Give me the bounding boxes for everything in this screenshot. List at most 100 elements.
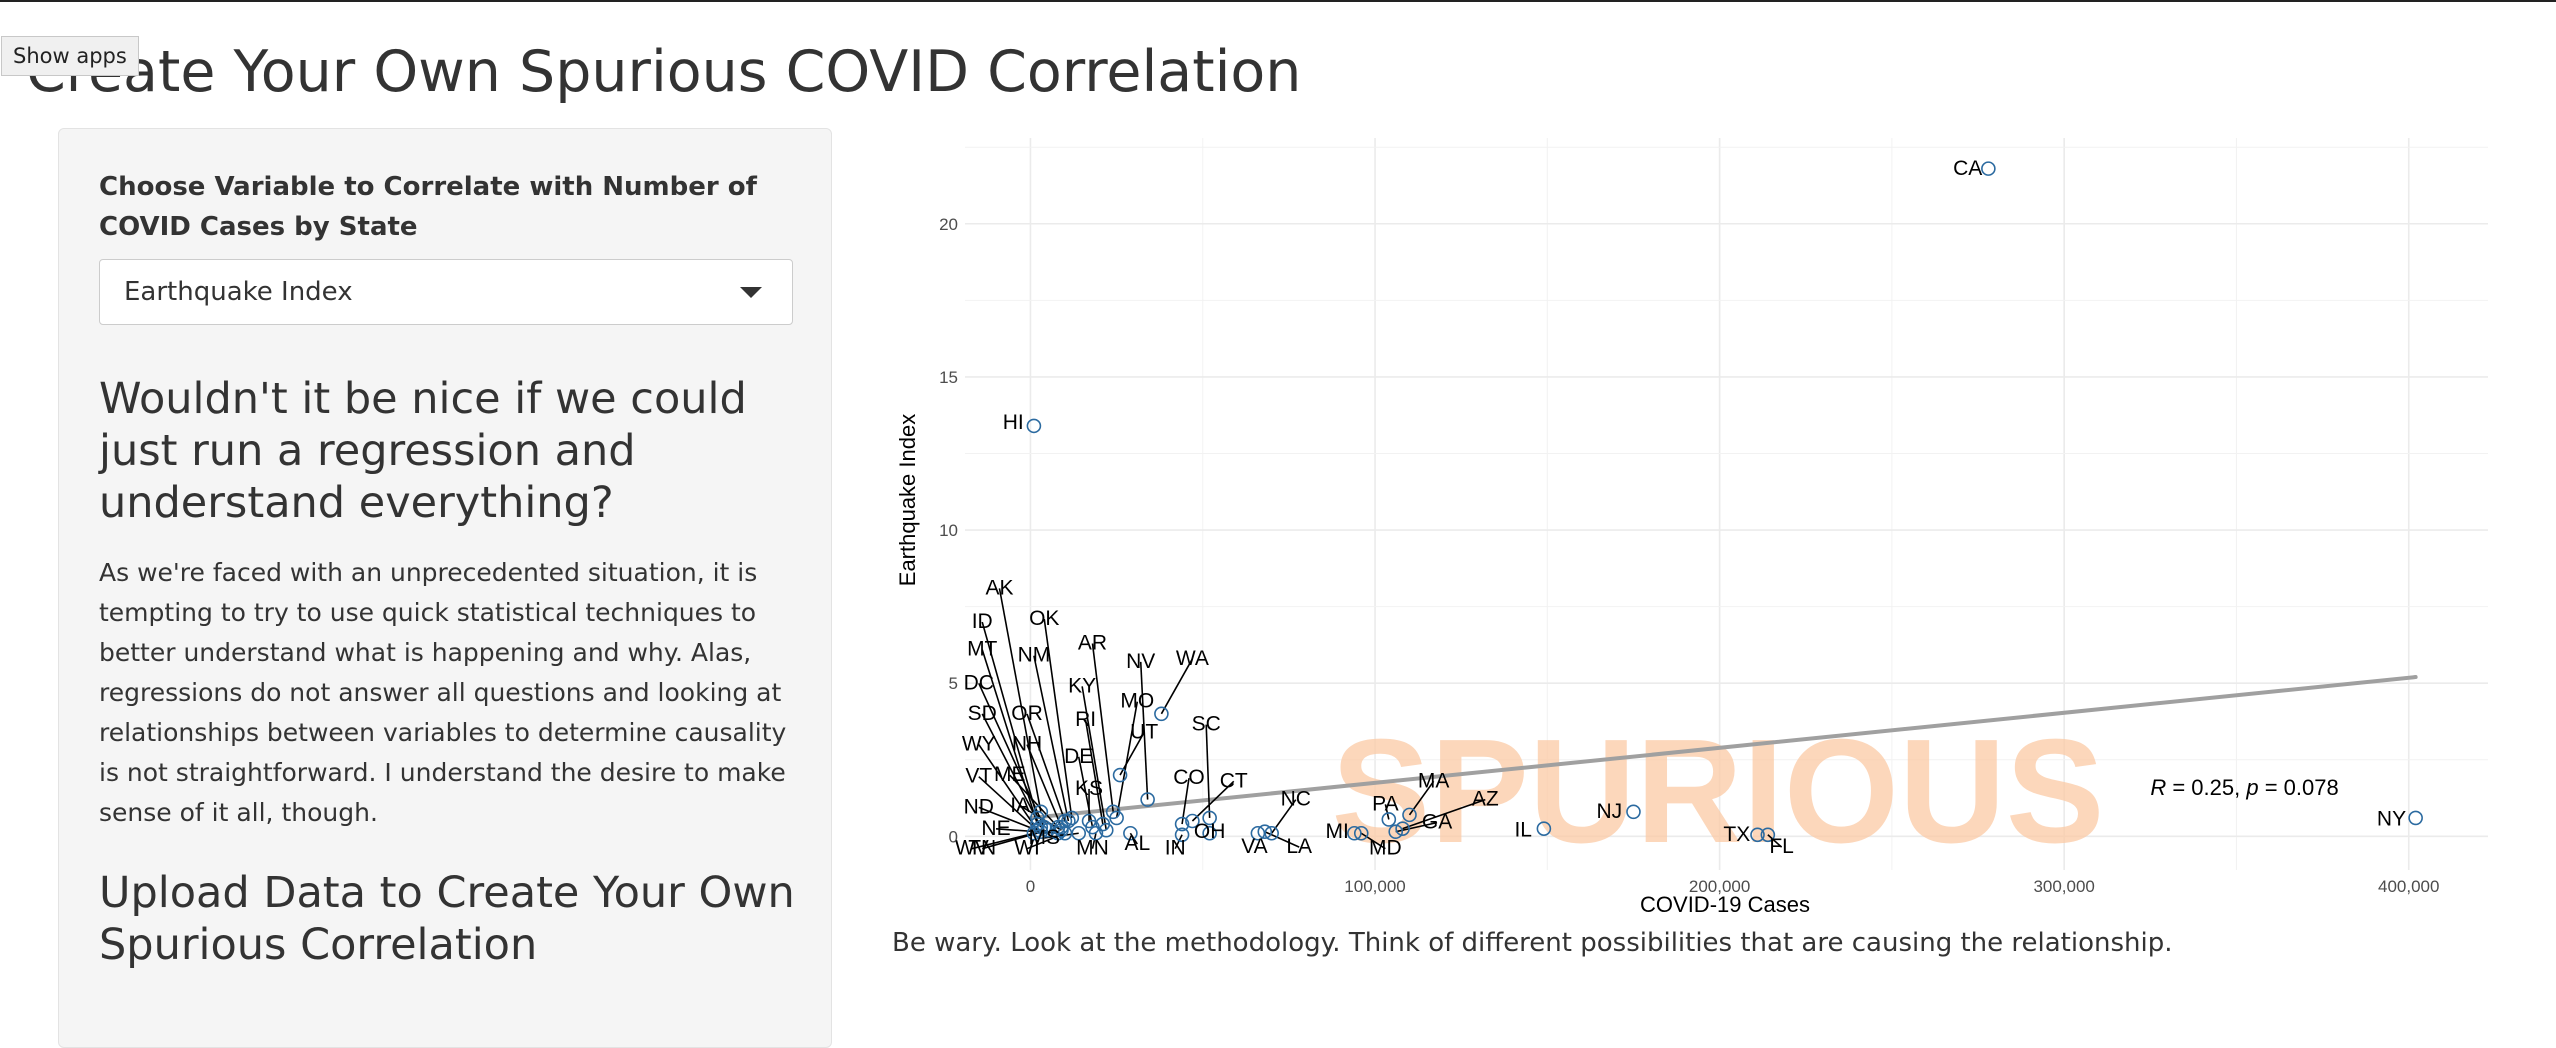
scatter-plot: SPURIOUS CA HI NY NJ IL TX FL MA PA AZ GA MD MI NC LA V… [880, 130, 2520, 930]
point-label-me: ME [994, 763, 1025, 786]
point-in [1174, 827, 1190, 843]
leader-line-ok [1043, 618, 1073, 819]
correlation-annotation: R = 0.25, p = 0.078 [2150, 775, 2338, 800]
point-mn [1088, 825, 1104, 841]
leader-line-id [981, 621, 1039, 819]
point-label-ky: KY [1068, 674, 1096, 697]
point-label-ca: CA [1953, 157, 1982, 180]
point-label-ak: AK [985, 576, 1013, 599]
leader-line-pa [1384, 804, 1390, 820]
point-label-hi: HI [1003, 411, 1024, 434]
regression-heading: Wouldn't it be nice if we could just run… [99, 374, 747, 528]
point-ut [1112, 767, 1128, 783]
point-label-wi: WI [1014, 837, 1040, 860]
leader-line-ri [1084, 719, 1104, 825]
point-label-or: OR [1011, 702, 1042, 725]
point-la [1257, 824, 1273, 840]
plot-grid [965, 138, 2488, 870]
x-tick-label: 400,000 [2378, 877, 2439, 896]
leader-line-md [1360, 832, 1386, 850]
point-label-ar: AR [1078, 631, 1107, 654]
point-label-wv: WV [955, 837, 989, 860]
leader-line-mo [1115, 701, 1139, 819]
point-az [1395, 821, 1410, 836]
variable-select[interactable]: Earthquake Index [99, 259, 793, 325]
point-ca [1981, 161, 1996, 176]
point-wa [1154, 706, 1169, 722]
point-label-nm: NM [1018, 644, 1051, 667]
point-ga [1388, 824, 1404, 840]
variable-select-label: Choose Variable to Correlate with Number… [99, 172, 757, 242]
point-ct [1185, 813, 1200, 829]
point-label-co: CO [1173, 766, 1205, 789]
point-label-va: VA [1241, 835, 1267, 858]
point-label-tn: TN [968, 837, 996, 860]
point-label-nh: NH [1012, 733, 1042, 756]
point-label-nv: NV [1126, 650, 1155, 673]
point-label-ms: MS [1029, 826, 1061, 849]
leader-line-in [1174, 834, 1183, 850]
point-label-la: LA [1286, 835, 1312, 858]
point-labels: CA HI NY NJ IL TX FL MA PA AZ GA MD MI NC LA VA SC OH IN CT… [955, 157, 2406, 860]
point-md [1353, 825, 1369, 841]
axis-ticks: 0 100,000 200,000 300,000 400,000 0 5 10 15 20 [939, 215, 2439, 896]
caption-warning: Be wary. Look at the methodology. Think … [892, 928, 2173, 958]
leader-line-tn [982, 829, 1048, 850]
leader-line-wa [1160, 658, 1194, 715]
point-hi [1026, 418, 1042, 434]
point-label-ok: OK [1029, 607, 1059, 630]
leader-line-co [1181, 778, 1190, 825]
leader-line-ky [1081, 686, 1108, 831]
y-tick-label: 15 [939, 368, 958, 387]
point-va [1250, 825, 1266, 841]
point-label-fl: FL [1769, 835, 1794, 858]
x-tick-label: 200,000 [1689, 877, 1750, 896]
y-tick-label: 20 [939, 215, 958, 234]
leader-line-or [1026, 713, 1066, 822]
variable-select-value: Earthquake Index [124, 277, 353, 307]
point-label-nd: ND [964, 795, 994, 818]
point-nv [1140, 792, 1155, 807]
leader-line-ut [1119, 731, 1145, 776]
point-ar [1105, 804, 1121, 820]
point-label-dc: DC [964, 671, 994, 694]
point-label-ri: RI [1075, 708, 1096, 731]
intro-paragraph: As we're faced with an unprecedented sit… [99, 558, 787, 827]
sidebar-panel: Choose Variable to Correlate with Number… [58, 128, 832, 1048]
point-pa [1381, 812, 1397, 827]
point-label-ut: UT [1130, 720, 1158, 743]
point-label-wy: WY [962, 733, 996, 756]
point-co [1174, 816, 1190, 832]
chevron-down-icon[interactable] [740, 287, 762, 298]
point-label-oh: OH [1194, 820, 1226, 843]
leader-line-ak [998, 588, 1042, 812]
point-label-ma: MA [1418, 769, 1450, 792]
point-mt [1030, 816, 1045, 832]
point-label-ny: NY [2377, 808, 2406, 831]
point-label-nj: NJ [1597, 800, 1623, 823]
leader-line-sd [981, 713, 1042, 828]
spurious-watermark: SPURIOUS [1331, 709, 2104, 874]
point-fl [1760, 827, 1776, 843]
point-label-id: ID [972, 610, 993, 633]
point-tx [1750, 827, 1765, 843]
point-ma [1402, 807, 1417, 823]
point-label-nc: NC [1281, 788, 1311, 811]
point-label-az: AZ [1472, 788, 1499, 811]
label-leader-lines [971, 588, 1783, 850]
window-top-border [0, 0, 2556, 2]
point-label-ia: IA [1010, 794, 1030, 817]
trend-line-layer [1028, 675, 2418, 820]
point-wi [1057, 825, 1073, 841]
leader-line-fl [1767, 834, 1783, 848]
point-label-md: MD [1369, 837, 1402, 860]
point-label-ga: GA [1422, 811, 1452, 834]
point-label-pa: PA [1372, 792, 1398, 815]
leader-line-wv [971, 832, 1035, 850]
leader-line-az [1402, 798, 1486, 830]
point-label-mn: MN [1076, 837, 1109, 860]
point-ny [2408, 810, 2423, 826]
leader-line-nv [1139, 661, 1149, 800]
data-points [1026, 161, 2423, 843]
point-label-wa: WA [1176, 647, 1209, 670]
